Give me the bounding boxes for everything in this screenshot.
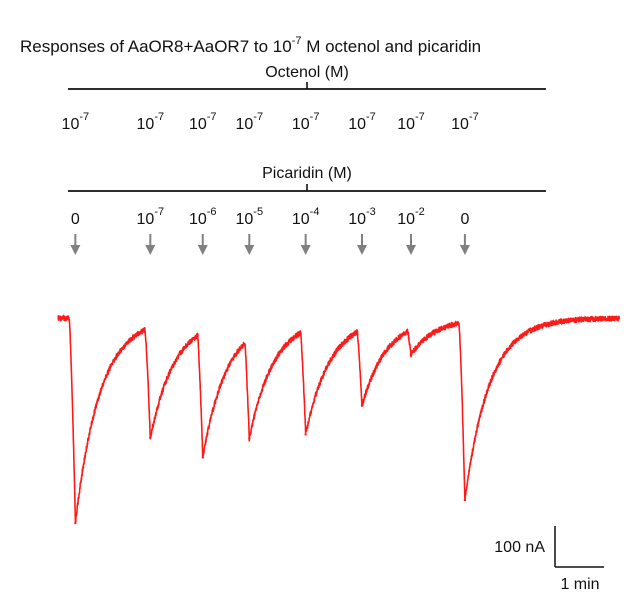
scale-bar-current-label: 100 nA: [494, 539, 545, 556]
current-trace: [57, 314, 620, 524]
arrow-down-icon: [300, 234, 311, 255]
picaridin-concentrations: 0 10-7 10-6 10-5 10-4 10-3 10-2 0: [71, 206, 470, 228]
arrow-down-icon: [197, 234, 208, 255]
octenol-concentration-label: 10-7: [236, 111, 264, 133]
response-peak-7: [409, 353, 413, 357]
picaridin-label: Picaridin (M): [262, 165, 352, 182]
octenol-concentration-label: 10-7: [397, 111, 425, 133]
response-peak-2: [149, 436, 152, 439]
picaridin-concentration-label: 10-2: [397, 206, 425, 228]
picaridin-concentration-label: 10-6: [189, 206, 217, 228]
picaridin-concentration-label: 10-7: [137, 206, 165, 228]
title-prefix: Responses of AaOR8+AaOR7 to: [20, 37, 273, 56]
arrow-down-icon: [459, 234, 470, 255]
octenol-concentration-label: 10-7: [451, 111, 479, 133]
picaridin-concentration-label: 10-4: [292, 206, 320, 228]
scale-bar-time-label: 1 min: [560, 576, 599, 593]
arrow-down-icon: [406, 234, 416, 255]
octenol-concentration-label: 10-7: [137, 111, 165, 133]
picaridin-concentration-label: 10-5: [236, 206, 264, 228]
title-exponent: -7: [292, 35, 302, 47]
arrow-down-icon: [70, 234, 81, 255]
response-peak-1: [74, 521, 77, 525]
title-suffix: M octenol and picaridin: [302, 37, 482, 56]
octenol-concentration-label: 10-7: [348, 111, 376, 133]
octenol-concentration-label: 10-7: [62, 111, 90, 133]
picaridin-concentration-label: 0: [71, 211, 80, 228]
response-peak-8: [463, 498, 467, 502]
response-peak-6: [360, 404, 364, 407]
octenol-label: Octenol (M): [265, 64, 349, 81]
response-peak-5: [304, 433, 307, 436]
octenol-concentration-label: 10-7: [292, 111, 320, 133]
application-arrows: [70, 234, 470, 255]
picaridin-concentration-label: 10-3: [348, 206, 376, 228]
title-base: 10: [273, 37, 292, 56]
chart-title: Responses of AaOR8+AaOR7 to 10-7 M octen…: [20, 35, 481, 56]
octenol-concentration-label: 10-7: [189, 111, 217, 133]
arrow-down-icon: [357, 234, 367, 255]
response-peak-3: [201, 456, 204, 459]
arrow-down-icon: [145, 234, 156, 255]
response-peak-4: [248, 437, 251, 440]
picaridin-concentration-label: 0: [460, 211, 469, 228]
response-peaks: [74, 353, 467, 525]
arrow-down-icon: [244, 234, 255, 255]
octenol-concentrations: 10-7 10-7 10-7 10-7 10-7 10-7 10-7 10-7: [62, 111, 479, 133]
